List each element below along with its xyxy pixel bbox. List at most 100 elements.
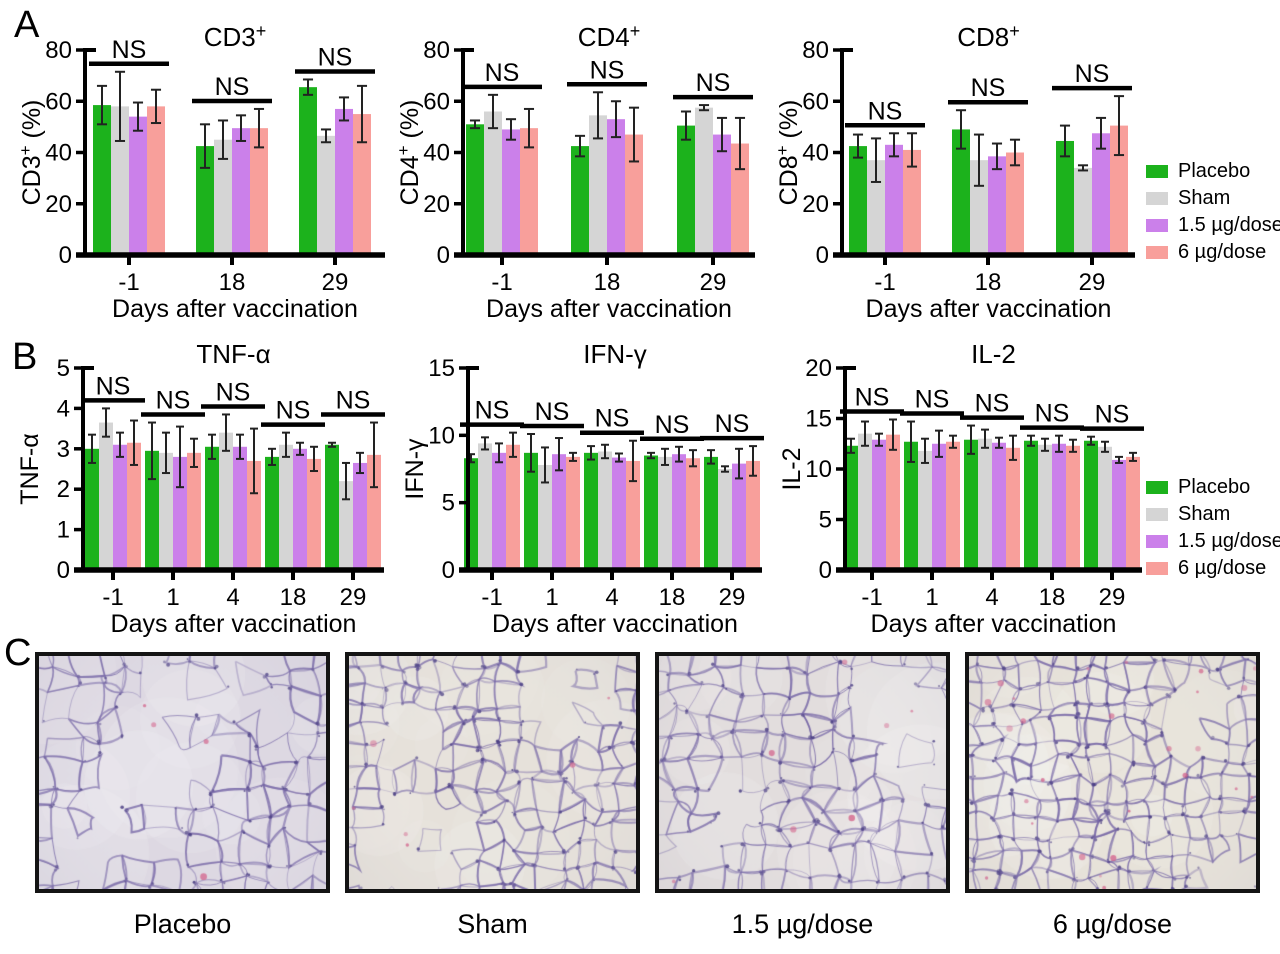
bar	[658, 456, 672, 570]
panel-a-legend: Placebo Sham 1.5 µg/dose 6 µg/dose	[1146, 158, 1280, 266]
bar	[279, 444, 293, 570]
legend-item-dose-1-5: 1.5 µg/dose	[1146, 528, 1280, 555]
legend-label-placebo: Placebo	[1178, 476, 1251, 498]
y-tick-label: 15	[805, 406, 832, 433]
bar	[598, 451, 612, 570]
y-axis-label: CD4+ (%)	[394, 100, 424, 206]
bar	[904, 441, 918, 570]
y-tick-label: 1	[57, 517, 70, 544]
legend-item-placebo: Placebo	[1146, 158, 1280, 185]
y-tick-label: 0	[57, 557, 70, 584]
ns-label: NS	[975, 390, 1010, 418]
bar	[293, 448, 307, 570]
histology-canvas-placebo	[39, 656, 326, 889]
ns-label: NS	[595, 405, 630, 433]
y-tick-label: 3	[57, 436, 70, 463]
bar	[1074, 167, 1092, 255]
bar	[886, 434, 900, 570]
x-tick-label: 29	[1099, 584, 1126, 611]
bar	[353, 462, 367, 570]
chart-title: CD8+	[957, 21, 1020, 52]
bar	[1052, 443, 1066, 570]
bar	[99, 422, 113, 570]
ns-label: NS	[156, 387, 191, 415]
legend-label-placebo: Placebo	[1178, 160, 1251, 182]
x-tick-label: 4	[605, 584, 618, 611]
bar	[250, 128, 268, 255]
ns-label: NS	[855, 384, 890, 412]
y-tick-label: 5	[57, 355, 70, 382]
x-tick-label: 29	[1079, 269, 1106, 296]
legend-label-dose-6: 6 µg/dose	[1178, 557, 1267, 579]
chart-title: IL-2	[971, 339, 1016, 369]
x-tick-label: -1	[861, 584, 882, 611]
x-tick-label: 18	[659, 584, 686, 611]
y-tick-label: 0	[816, 242, 829, 269]
legend-swatch-dose-6	[1146, 562, 1168, 575]
x-tick-label: 29	[340, 584, 367, 611]
ns-label: NS	[475, 397, 510, 425]
bar	[307, 458, 321, 570]
x-tick-label: 18	[219, 269, 246, 296]
bar	[232, 128, 250, 255]
y-tick-label: 80	[802, 37, 829, 64]
legend-item-sham: Sham	[1146, 185, 1280, 212]
y-tick-label: 20	[802, 191, 829, 218]
x-tick-label: 1	[166, 584, 179, 611]
bar	[589, 115, 607, 255]
bar	[885, 144, 903, 255]
legend-item-placebo: Placebo	[1146, 474, 1280, 501]
bar	[844, 445, 858, 570]
bar	[731, 143, 749, 255]
bar	[85, 448, 99, 570]
chart-title: IFN-γ	[583, 339, 647, 369]
bar	[1006, 447, 1020, 570]
x-tick-label: 18	[280, 584, 307, 611]
y-tick-label: 5	[442, 490, 455, 517]
bar	[325, 444, 339, 570]
ns-label: NS	[715, 410, 750, 438]
bar	[932, 443, 946, 570]
ns-label: NS	[696, 69, 731, 97]
bar	[367, 454, 381, 570]
bar	[704, 456, 718, 570]
bar	[612, 457, 626, 570]
y-tick-label: 60	[802, 88, 829, 115]
ns-label: NS	[112, 36, 147, 64]
x-axis-label: Days after vaccination	[866, 295, 1112, 323]
bar	[159, 452, 173, 570]
bar	[571, 146, 589, 255]
x-tick-label: 29	[700, 269, 727, 296]
bar	[626, 460, 640, 570]
bar	[952, 129, 970, 255]
ns-label: NS	[1035, 400, 1070, 428]
bar	[695, 107, 713, 255]
x-tick-label: 18	[975, 269, 1002, 296]
y-tick-label: 0	[59, 242, 72, 269]
bar	[524, 452, 538, 570]
bar	[672, 454, 686, 570]
ns-label: NS	[915, 386, 950, 414]
legend-swatch-dose-6	[1146, 246, 1168, 259]
bar	[205, 446, 219, 570]
bar	[1110, 125, 1128, 255]
legend-item-dose-1-5: 1.5 µg/dose	[1146, 212, 1280, 239]
y-tick-label: 0	[442, 557, 455, 584]
ns-label: NS	[655, 411, 690, 439]
bar	[1056, 140, 1074, 255]
y-tick-label: 5	[819, 507, 832, 534]
histology-image-placebo	[35, 652, 330, 893]
y-axis-label: IL-2	[778, 447, 806, 490]
x-tick-label: 29	[719, 584, 746, 611]
histology-image-dose-1-5	[655, 652, 950, 893]
legend-label-sham: Sham	[1178, 503, 1231, 525]
bar	[1084, 440, 1098, 570]
x-tick-label: 18	[1039, 584, 1066, 611]
x-tick-label: -1	[481, 584, 502, 611]
histology-canvas-sham	[349, 656, 636, 889]
y-tick-label: 80	[423, 37, 450, 64]
x-tick-label: 1	[545, 584, 558, 611]
